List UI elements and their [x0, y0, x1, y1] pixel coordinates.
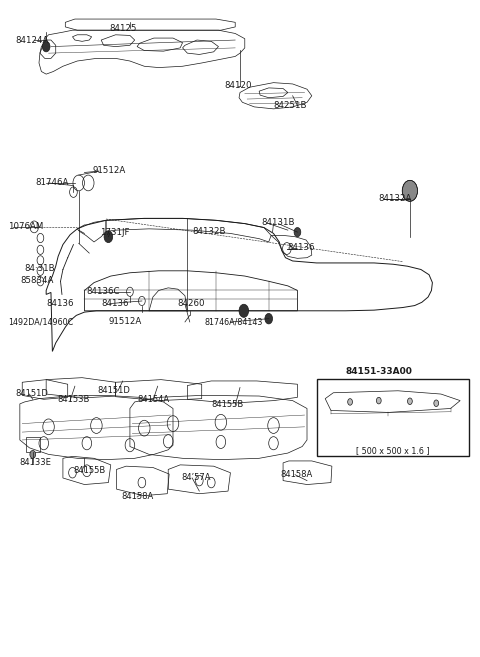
- Bar: [25, 438, 40, 452]
- Circle shape: [265, 313, 273, 324]
- Circle shape: [294, 227, 301, 237]
- Text: 1731JF: 1731JF: [100, 228, 130, 237]
- Text: 84136: 84136: [287, 243, 314, 252]
- Text: 84260: 84260: [178, 299, 205, 308]
- Text: 84124A: 84124A: [15, 35, 48, 45]
- Text: 84154A: 84154A: [137, 396, 169, 405]
- Text: 84125: 84125: [110, 24, 137, 33]
- Text: 84158A: 84158A: [281, 470, 313, 478]
- Text: 85834A: 85834A: [21, 276, 54, 285]
- Text: 84136C: 84136C: [87, 286, 120, 296]
- Text: 84153B: 84153B: [57, 396, 90, 405]
- Text: 84151D: 84151D: [15, 389, 48, 398]
- Text: 84136: 84136: [101, 299, 129, 308]
- Circle shape: [104, 231, 113, 242]
- Text: 84133E: 84133E: [19, 458, 51, 466]
- Text: 1076AM: 1076AM: [8, 221, 43, 231]
- Circle shape: [408, 398, 412, 405]
- Text: 84120: 84120: [225, 81, 252, 91]
- Circle shape: [434, 400, 439, 407]
- Text: 84155B: 84155B: [73, 466, 106, 475]
- Text: 84132A: 84132A: [379, 194, 412, 202]
- Circle shape: [376, 397, 381, 404]
- Circle shape: [402, 180, 418, 201]
- Text: 84136: 84136: [46, 299, 73, 308]
- Text: [ 500 x 500 x 1.6 ]: [ 500 x 500 x 1.6 ]: [356, 447, 430, 455]
- Bar: [317, 379, 469, 457]
- Text: 84151-33A00: 84151-33A00: [345, 367, 412, 376]
- Text: 84151D: 84151D: [97, 386, 130, 395]
- Text: 81746A/84143: 81746A/84143: [204, 317, 263, 327]
- Circle shape: [239, 304, 249, 317]
- Text: 91512A: 91512A: [93, 166, 126, 175]
- Circle shape: [42, 41, 50, 52]
- Text: 84251B: 84251B: [274, 101, 307, 110]
- Text: 91512A: 91512A: [108, 317, 142, 327]
- Text: 81746A: 81746A: [35, 179, 69, 187]
- Text: 84155B: 84155B: [211, 400, 243, 409]
- Text: 84’57A: 84’57A: [181, 473, 211, 482]
- Text: 84131B: 84131B: [262, 218, 295, 227]
- Circle shape: [30, 451, 36, 459]
- Text: 84·31B: 84·31B: [24, 264, 55, 273]
- Text: 84132B: 84132B: [192, 227, 226, 236]
- Text: 1492DA/14960C: 1492DA/14960C: [8, 317, 73, 327]
- Circle shape: [348, 399, 352, 405]
- Text: 84158A: 84158A: [121, 492, 154, 501]
